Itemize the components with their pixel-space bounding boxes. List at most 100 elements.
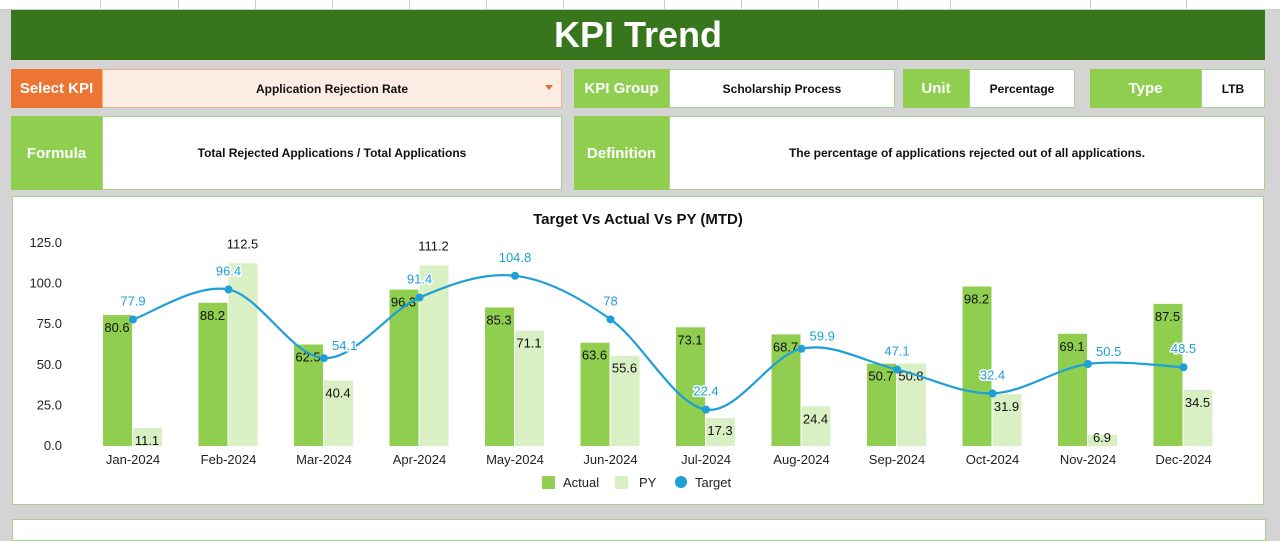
py-bar (324, 380, 353, 446)
py-bar (515, 330, 544, 446)
legend-target-swatch (675, 476, 687, 488)
page-title: KPI Trend (11, 10, 1265, 60)
py-data-label: 55.6 (612, 361, 637, 376)
actual-bar (962, 286, 992, 446)
actual-data-label: 73.1 (677, 332, 702, 347)
select-kpi-label: Select KPI (11, 69, 102, 108)
legend: Actual PY Target (542, 475, 732, 490)
actual-bar (198, 302, 228, 446)
py-bar (992, 394, 1022, 446)
target-data-label: 104.8 (499, 250, 532, 265)
legend-actual-swatch (542, 476, 555, 489)
type-label: Type (1090, 69, 1201, 108)
legend-py: PY (639, 475, 657, 490)
actual-bar (867, 363, 896, 446)
kpi-group-value: Scholarship Process (669, 69, 895, 108)
unit-value: Percentage (969, 69, 1075, 108)
x-tick-label: Feb-2024 (201, 452, 257, 467)
actual-data-label: 87.5 (1155, 309, 1180, 324)
actual-bar (485, 307, 514, 446)
y-tick-label: 125.0 (29, 235, 62, 250)
actual-bar (294, 344, 323, 446)
definition-label: Definition (574, 116, 669, 190)
actual-bar (1058, 333, 1087, 446)
py-data-label: 34.5 (1185, 395, 1210, 410)
py-bar (706, 417, 735, 446)
target-point (1084, 359, 1092, 368)
legend-py-swatch (615, 476, 628, 489)
actual-data-label: 85.3 (486, 312, 511, 327)
target-data-label: 77.9 (120, 293, 145, 308)
y-tick-label: 75.0 (37, 316, 62, 331)
target-data-label: 54.1 (332, 338, 357, 353)
py-bar (1088, 434, 1117, 446)
py-data-label: 31.9 (994, 399, 1019, 414)
py-data-label: 24.4 (803, 411, 828, 426)
x-tick-label: Nov-2024 (1060, 452, 1116, 467)
target-point (797, 344, 806, 353)
chevron-down-icon[interactable] (545, 85, 553, 90)
target-point (320, 354, 328, 363)
target-point (606, 315, 615, 324)
select-kpi-dropdown[interactable]: Application Rejection Rate (102, 69, 562, 108)
definition-value: The percentage of applications rejected … (669, 116, 1265, 190)
py-data-label: 111.2 (418, 238, 449, 253)
next-panel (12, 519, 1266, 541)
select-kpi-value: Application Rejection Rate (255, 81, 409, 96)
kpi-group-label: KPI Group (574, 69, 669, 108)
actual-data-label: 88.2 (200, 308, 225, 323)
actual-bar (389, 289, 419, 446)
target-point (988, 389, 997, 398)
target-point (224, 285, 233, 294)
actual-data-label: 80.6 (104, 320, 129, 335)
chart-title: Target Vs Actual Vs PY (MTD) (533, 211, 743, 228)
target-data-label: 50.5 (1096, 344, 1121, 359)
unit-label: Unit (903, 69, 969, 108)
actual-bar (676, 327, 705, 446)
x-tick-label: Apr-2024 (393, 452, 446, 467)
py-data-label: 40.4 (325, 385, 350, 400)
actual-data-label: 62.5 (295, 350, 320, 365)
actual-data-label: 98.2 (964, 292, 989, 307)
x-tick-label: Aug-2024 (773, 452, 829, 467)
type-value: LTB (1201, 69, 1265, 108)
formula-value: Total Rejected Applications / Total Appl… (102, 116, 562, 190)
x-tick-label: Jun-2024 (583, 452, 637, 467)
target-data-label: 59.9 (810, 329, 835, 344)
actual-data-label: 96.3 (391, 295, 416, 310)
target-data-label: 48.5 (1171, 341, 1196, 356)
py-data-label: 17.3 (707, 423, 732, 438)
actual-data-label: 68.7 (773, 339, 798, 354)
y-tick-label: 50.0 (37, 357, 62, 372)
actual-data-label: 50.7 (868, 369, 893, 384)
py-bar (228, 263, 258, 446)
target-data-label: 91.4 (407, 272, 432, 287)
actual-data-label: 63.6 (582, 348, 607, 363)
target-data-label: 96.4 (216, 263, 241, 278)
spreadsheet-gridlines (0, 0, 1280, 10)
target-point (702, 405, 710, 414)
target-point (415, 293, 424, 302)
target-line (132, 274, 1184, 411)
py-bar (801, 406, 831, 446)
py-bar (133, 427, 162, 446)
target-data-label: 32.4 (980, 367, 1005, 382)
x-tick-label: Jul-2024 (681, 452, 731, 467)
x-tick-label: Oct-2024 (966, 452, 1019, 467)
target-point (129, 315, 137, 324)
actual-bar (771, 334, 801, 446)
actual-bar (1153, 303, 1183, 446)
y-tick-label: 25.0 (37, 397, 62, 412)
legend-actual: Actual (563, 475, 599, 490)
py-data-label: 112.5 (227, 236, 259, 251)
target-data-label: 47.1 (884, 344, 909, 359)
target-point (1179, 363, 1188, 372)
target-point (893, 365, 901, 374)
actual-bar (103, 315, 132, 446)
actual-data-label: 69.1 (1059, 339, 1084, 354)
py-bar (610, 355, 640, 446)
formula-label: Formula (11, 116, 102, 190)
actual-bar (580, 342, 610, 446)
py-bar (1183, 389, 1213, 446)
